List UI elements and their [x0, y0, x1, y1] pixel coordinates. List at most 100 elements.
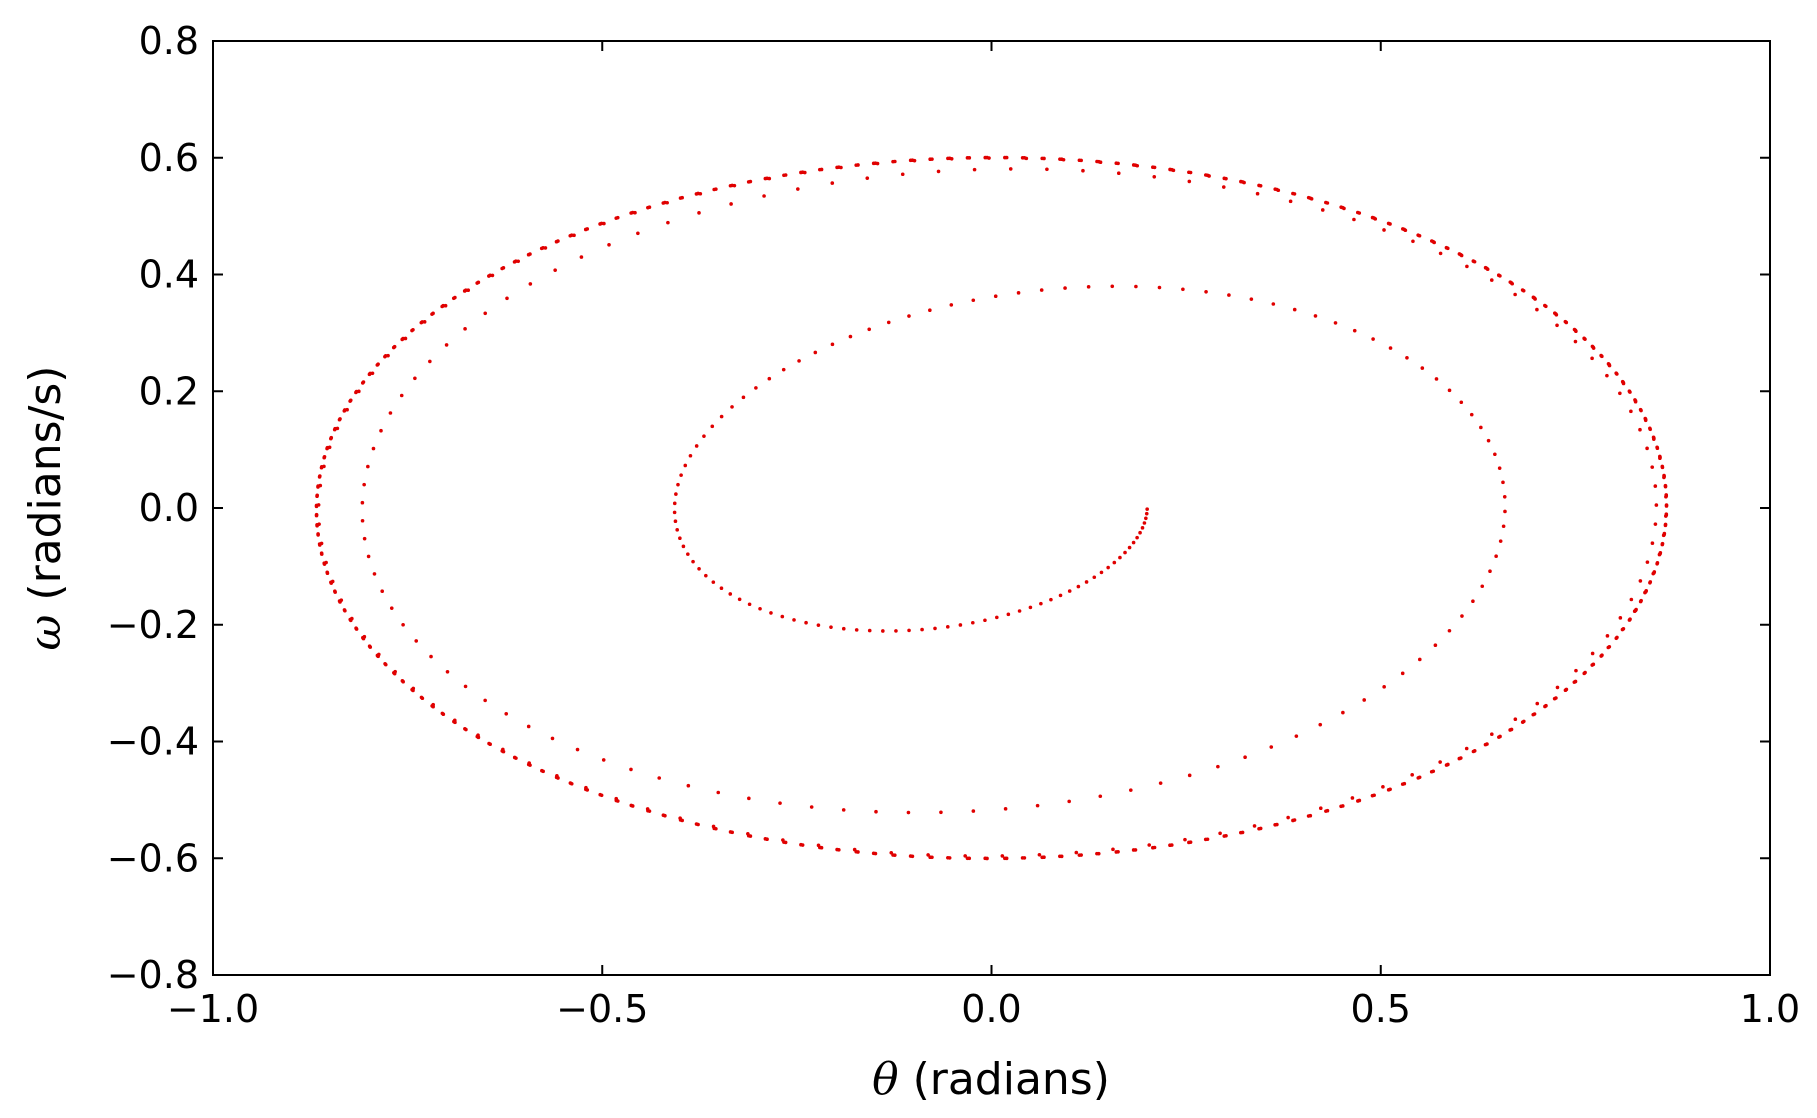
data-point	[1144, 511, 1149, 516]
data-point	[871, 161, 876, 166]
data-point	[1116, 850, 1120, 854]
data-point	[804, 620, 808, 625]
data-point	[1644, 589, 1649, 593]
data-point	[841, 808, 846, 812]
data-point	[1497, 466, 1502, 470]
data-point	[1258, 826, 1263, 831]
data-point	[1522, 719, 1526, 724]
data-point	[908, 158, 913, 163]
data-point	[730, 405, 734, 409]
data-point	[420, 696, 425, 701]
data-point	[583, 227, 588, 232]
data-point	[1420, 366, 1425, 370]
data-point	[1003, 807, 1008, 811]
data-point	[1123, 550, 1127, 555]
data-point	[958, 623, 963, 627]
data-point	[1471, 599, 1475, 604]
data-point	[1239, 179, 1243, 184]
data-point	[1205, 837, 1210, 842]
data-point	[598, 222, 602, 226]
data-point	[441, 712, 446, 717]
data-point	[1017, 609, 1022, 613]
data-point	[867, 628, 872, 633]
data-point	[747, 602, 752, 607]
data-point	[1058, 593, 1063, 598]
data-point	[362, 482, 366, 487]
data-point	[673, 519, 678, 524]
data-point	[431, 704, 435, 709]
data-point	[379, 428, 383, 433]
data-point	[702, 434, 706, 438]
data-point	[1620, 379, 1625, 384]
data-point	[1438, 251, 1443, 256]
data-point	[1653, 484, 1658, 488]
data-point	[1059, 854, 1064, 859]
data-point	[1535, 701, 1540, 706]
data-point	[1535, 307, 1539, 312]
data-point	[1554, 696, 1558, 700]
data-point	[1320, 208, 1325, 212]
data-point	[1573, 339, 1578, 344]
data-point	[629, 211, 633, 215]
data-point	[1564, 687, 1569, 692]
data-point	[1098, 794, 1103, 799]
data-point	[401, 679, 405, 684]
data-point	[1498, 734, 1502, 739]
data-point	[971, 620, 975, 625]
data-point	[315, 523, 319, 528]
data-point	[1660, 464, 1665, 469]
data-point	[1590, 356, 1594, 361]
data-point	[1067, 589, 1072, 593]
data-point	[550, 736, 555, 741]
data-point	[765, 837, 769, 842]
y-tick-label: −0.2	[107, 603, 199, 647]
data-point	[1339, 205, 1343, 209]
data-point	[674, 492, 678, 496]
data-point	[1257, 183, 1261, 188]
data-point	[1513, 292, 1517, 297]
data-point	[1035, 803, 1040, 808]
data-point	[928, 157, 932, 161]
data-point	[607, 243, 611, 247]
data-point	[614, 216, 619, 220]
data-point	[1074, 850, 1079, 855]
data-point	[1573, 679, 1578, 684]
data-point	[1543, 303, 1547, 308]
data-point	[1654, 503, 1659, 507]
data-point	[813, 350, 818, 355]
data-point	[945, 625, 950, 629]
data-point	[1106, 565, 1110, 570]
data-point	[688, 453, 693, 458]
data-point	[1221, 185, 1226, 189]
data-point	[569, 781, 574, 786]
data-point	[505, 296, 509, 301]
data-point	[910, 854, 915, 859]
data-point	[464, 727, 468, 732]
data-point	[451, 296, 456, 301]
data-point	[686, 783, 691, 788]
data-point	[762, 194, 766, 198]
data-point	[1469, 412, 1474, 417]
data-point	[1431, 769, 1436, 774]
data-point	[769, 611, 773, 615]
data-point	[728, 183, 733, 188]
data-point	[1555, 323, 1559, 328]
data-point	[1286, 815, 1290, 820]
data-point	[1157, 285, 1162, 290]
data-point	[680, 818, 684, 823]
data-point	[816, 623, 821, 627]
data-point	[1313, 314, 1318, 318]
data-point	[1076, 584, 1081, 589]
data-point	[1501, 480, 1505, 485]
data-point	[1204, 290, 1208, 294]
data-point	[1183, 837, 1187, 842]
data-point	[400, 337, 404, 342]
data-point	[1386, 221, 1391, 226]
data-point	[1488, 569, 1492, 574]
data-point	[1016, 291, 1021, 295]
data-point	[579, 255, 584, 259]
data-point	[487, 274, 491, 278]
data-point	[1096, 851, 1101, 856]
data-point	[1544, 703, 1548, 708]
